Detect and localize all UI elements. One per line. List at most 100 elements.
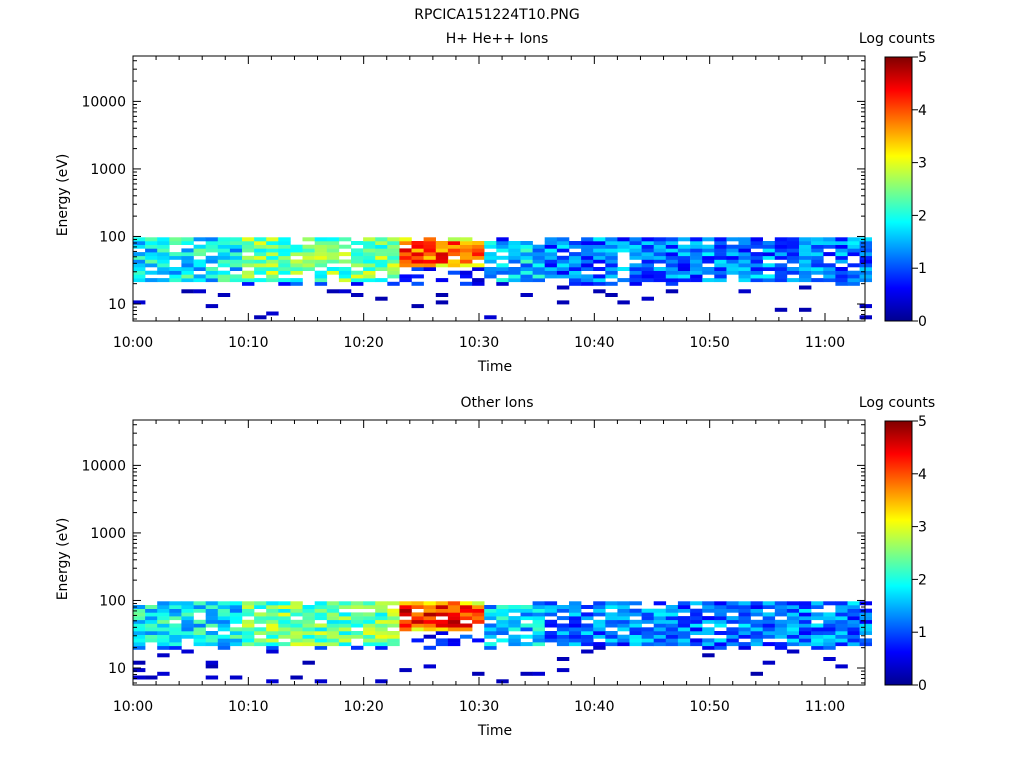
heatmap-cell (593, 631, 606, 635)
heatmap-cell (254, 642, 267, 647)
heatmap-cell (484, 259, 497, 264)
heatmap-cell (447, 259, 461, 264)
heatmap-cell (835, 608, 848, 613)
heatmap-cell (266, 278, 279, 283)
heatmap-cell (823, 623, 836, 628)
heatmap-cell (799, 605, 812, 609)
heatmap-cell (375, 241, 388, 245)
heatmap-cell (786, 237, 800, 242)
heatmap-cell (169, 252, 182, 257)
heatmap-cell (326, 623, 340, 628)
heatmap-cell (435, 627, 449, 632)
heatmap-cell (411, 612, 424, 617)
heatmap-cell (447, 619, 461, 624)
heatmap-cell (629, 244, 642, 249)
panel-title: Other Ions (460, 395, 533, 411)
heatmap-cell (726, 631, 739, 635)
heatmap-cell (641, 252, 654, 257)
heatmap-cell (774, 601, 788, 606)
heatmap-cell (484, 274, 497, 279)
heatmap-cell (714, 619, 727, 624)
heatmap-cell (714, 601, 727, 606)
heatmap-cell (290, 278, 303, 283)
heatmap-cell (338, 638, 352, 643)
heatmap-cell (145, 278, 158, 283)
heatmap-cell (520, 671, 533, 676)
heatmap-cell (581, 248, 594, 253)
heatmap-cell (774, 278, 788, 283)
heatmap-cell (847, 616, 860, 621)
heatmap-cell (447, 605, 461, 609)
heatmap-cell (351, 601, 364, 606)
heatmap-cell (605, 619, 618, 624)
heatmap-cell (556, 638, 570, 643)
heatmap-cell (677, 638, 691, 643)
heatmap-cell (387, 267, 400, 271)
heatmap-cell (811, 248, 824, 253)
heatmap-cell (435, 252, 449, 257)
heatmap-cell (411, 244, 424, 249)
heatmap-cell (484, 255, 497, 260)
plot-frame (132, 419, 866, 686)
heatmap-cell (145, 259, 158, 264)
heatmap-cell (254, 638, 267, 643)
heatmap-cell (484, 315, 497, 320)
heatmap-cell (799, 608, 812, 613)
heatmap-cell (460, 274, 473, 279)
heatmap-cell (133, 627, 146, 632)
heatmap-cell (399, 241, 412, 245)
heatmap-cell (835, 237, 848, 242)
heatmap-cell (532, 616, 545, 621)
heatmap-cell (653, 627, 667, 632)
heatmap-cell (435, 623, 449, 628)
heatmap-cell (290, 642, 303, 647)
heatmap-cell (738, 274, 751, 279)
heatmap-cell (278, 244, 291, 249)
heatmap-cell (786, 267, 800, 271)
heatmap-cell (314, 255, 328, 260)
colorbar-ticks: 0 1 2 3 4 5 (912, 50, 927, 330)
heatmap-cell (569, 263, 582, 268)
heatmap-cell (677, 623, 691, 628)
heatmap-cell (181, 649, 194, 654)
heatmap-cell (690, 263, 703, 268)
heatmap-cell (326, 631, 340, 635)
heatmap-cell (653, 619, 667, 624)
heatmap-cell (750, 631, 763, 635)
heatmap-cell (714, 274, 727, 279)
heatmap-cell (145, 634, 158, 639)
heatmap-cell (859, 612, 872, 617)
heatmap-cell (738, 623, 751, 628)
heatmap-cell (411, 255, 424, 260)
heatmap-cell (726, 638, 739, 643)
heatmap-cell (145, 244, 158, 249)
heatmap-cell (460, 601, 473, 606)
heatmap-cell (544, 244, 558, 249)
heatmap-cell (532, 642, 545, 647)
heatmap-cell (605, 270, 618, 275)
heatmap-cell (786, 627, 800, 632)
heatmap-cell (169, 627, 182, 632)
heatmap-cell (496, 263, 509, 268)
heatmap-cell (750, 244, 763, 249)
heatmap-cell (145, 237, 158, 242)
heatmap-cell (823, 634, 836, 639)
heatmap-cell (508, 638, 521, 643)
heatmap-cell (726, 252, 739, 257)
heatmap-cell (823, 612, 836, 617)
heatmap-cell (193, 634, 206, 639)
heatmap-cell (556, 241, 570, 245)
heatmap-cell (472, 616, 485, 621)
heatmap-cell (653, 634, 667, 639)
heatmap-cell (786, 605, 800, 609)
heatmap-cell (387, 601, 400, 606)
heatmap-cell (217, 634, 231, 639)
heatmap-cell (726, 267, 739, 271)
heatmap-cell (738, 616, 751, 621)
heatmap-cell (229, 675, 243, 680)
heatmap-cell (290, 619, 303, 624)
heatmap-cell (205, 267, 219, 271)
heatmap-cell (629, 252, 642, 257)
heatmap-cell (859, 619, 872, 624)
heatmap-cell (326, 267, 340, 271)
